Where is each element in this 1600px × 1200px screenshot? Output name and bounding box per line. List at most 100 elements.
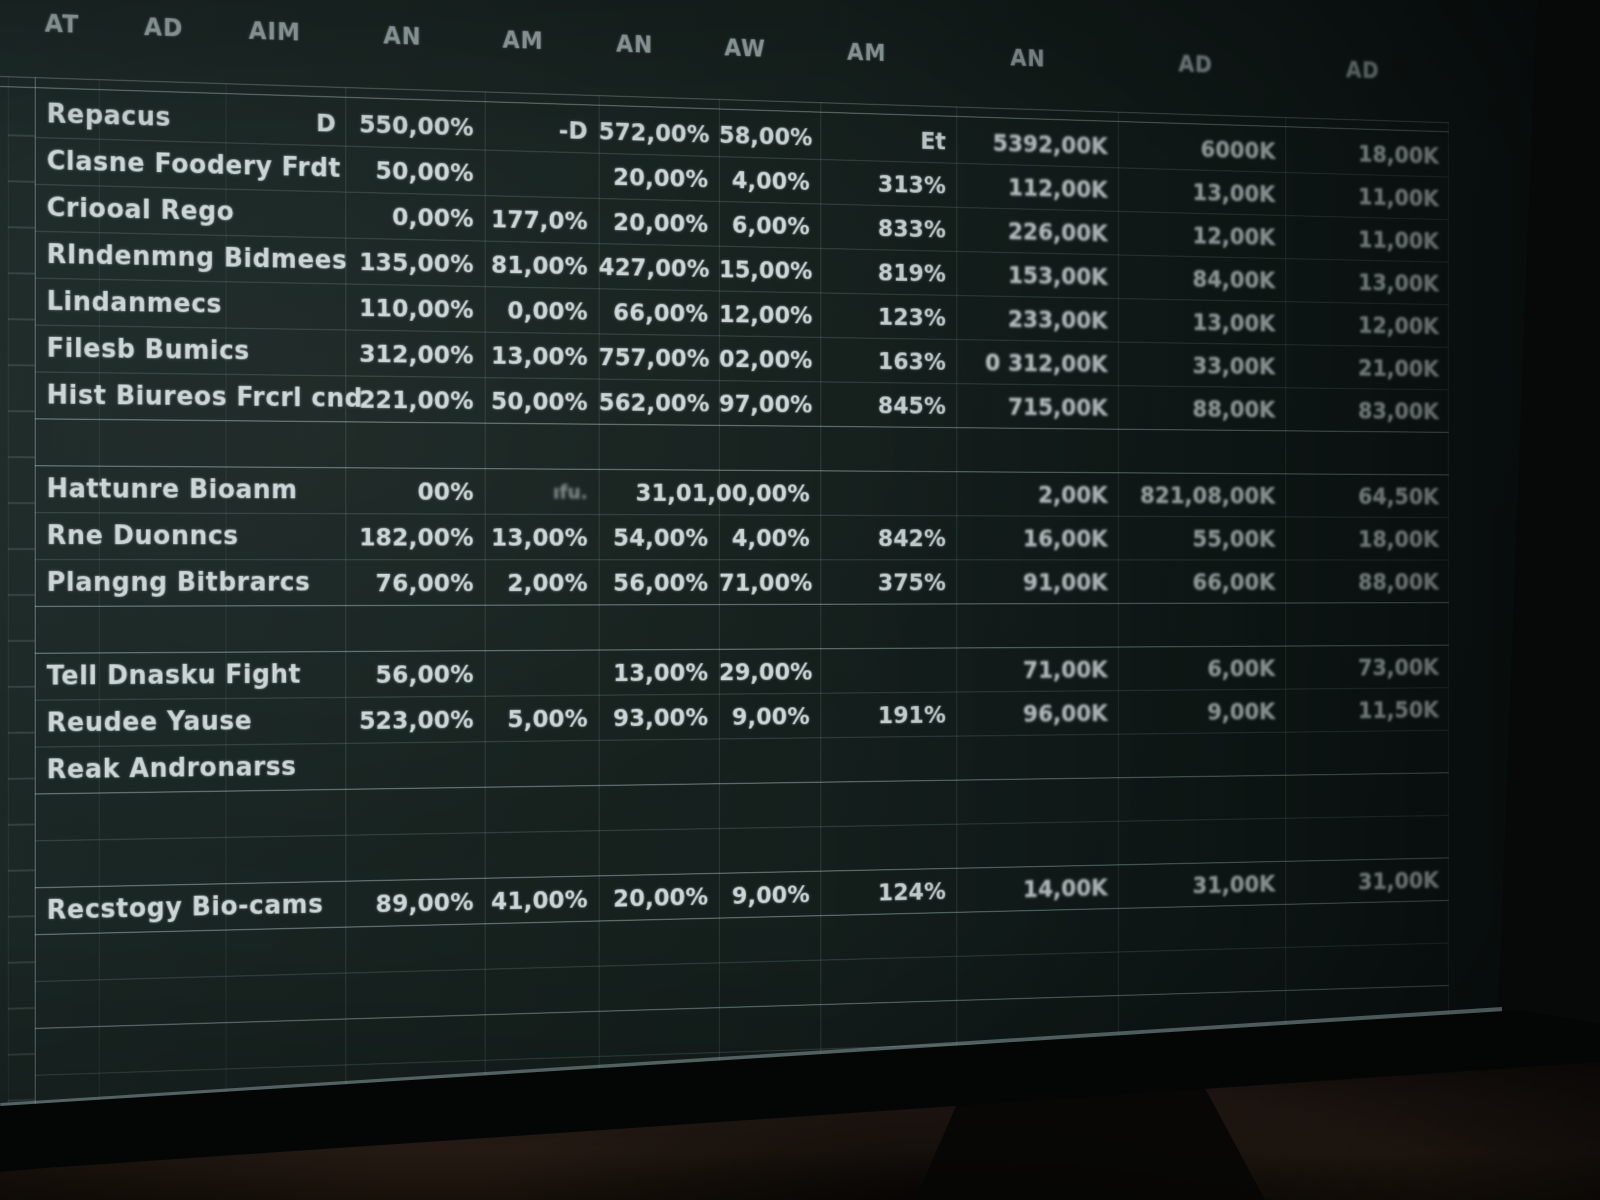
value-cell[interactable] xyxy=(820,846,956,849)
value-cell[interactable]: 64,50K xyxy=(1358,482,1439,510)
value-cell[interactable] xyxy=(485,808,599,810)
value-cell[interactable]: 182,00% xyxy=(359,522,474,551)
value-cell[interactable] xyxy=(820,934,956,938)
value-cell[interactable]: 135,00% xyxy=(359,247,474,278)
value-cell[interactable]: 833% xyxy=(877,213,946,243)
value-cell[interactable]: -D xyxy=(558,115,588,145)
value-cell[interactable]: 96,00K xyxy=(1022,699,1108,727)
value-cell[interactable] xyxy=(820,626,956,627)
column-header[interactable]: AD xyxy=(1346,57,1380,84)
row-label-cell[interactable] xyxy=(35,1042,346,1052)
value-cell[interactable] xyxy=(345,855,484,858)
value-cell[interactable]: 54,00% xyxy=(613,523,709,552)
value-cell[interactable] xyxy=(956,930,1118,934)
value-cell[interactable] xyxy=(956,756,1118,758)
value-cell[interactable]: 375% xyxy=(877,568,946,596)
value-cell[interactable]: 2,00K xyxy=(1038,480,1108,508)
value-cell[interactable] xyxy=(485,989,599,992)
value-cell[interactable]: 523,00% xyxy=(359,705,474,735)
row-label-cell[interactable]: Criooal Rego xyxy=(35,193,346,230)
value-cell[interactable]: 9,00% xyxy=(731,701,810,731)
value-cell[interactable]: 31,00K xyxy=(1192,869,1276,899)
value-cell[interactable]: 55,00K xyxy=(1192,524,1276,552)
column-header[interactable]: AT xyxy=(44,9,80,39)
value-cell[interactable] xyxy=(719,760,820,761)
row-label-cell[interactable] xyxy=(35,996,346,1005)
value-cell[interactable]: 757,00% xyxy=(598,342,710,372)
value-cell[interactable]: 76,00% xyxy=(375,568,474,597)
value-cell[interactable]: 89,00% xyxy=(375,887,474,918)
row-label-cell[interactable]: Clasne Foodery Frdt xyxy=(35,146,346,184)
value-cell[interactable]: 221,00% xyxy=(359,384,474,415)
value-cell[interactable]: 14,00K xyxy=(1022,873,1108,903)
value-cell[interactable]: 124% xyxy=(877,876,946,906)
value-cell[interactable]: 50,00% xyxy=(375,155,474,187)
column-header[interactable]: AM xyxy=(502,26,544,55)
value-cell[interactable]: 312,00% xyxy=(359,338,474,369)
value-cell[interactable] xyxy=(1285,624,1448,625)
value-cell[interactable] xyxy=(956,625,1118,626)
value-cell[interactable]: 18,00K xyxy=(1358,525,1439,552)
value-cell[interactable]: 550,00% xyxy=(359,109,474,142)
value-cell[interactable] xyxy=(485,763,599,765)
value-cell[interactable]: 31,00K xyxy=(1358,866,1439,895)
value-cell[interactable] xyxy=(820,802,956,804)
value-cell[interactable] xyxy=(485,1034,599,1038)
value-cell[interactable]: 71,00K xyxy=(1022,655,1108,684)
value-cell[interactable] xyxy=(820,493,956,494)
value-cell[interactable]: 66,00K xyxy=(1192,568,1276,595)
value-cell[interactable] xyxy=(485,446,599,447)
value-cell[interactable]: 58,00% xyxy=(718,120,813,151)
value-cell[interactable] xyxy=(599,806,719,808)
value-cell[interactable]: 845% xyxy=(877,391,946,420)
value-cell[interactable]: 11,00K xyxy=(1358,225,1439,254)
value-cell[interactable]: 191% xyxy=(877,700,946,729)
value-cell[interactable]: 6,00% xyxy=(731,210,810,240)
value-cell[interactable]: 29,00% xyxy=(718,657,813,686)
column-header[interactable]: AIM xyxy=(248,17,301,47)
value-cell[interactable] xyxy=(1118,451,1285,452)
value-cell[interactable] xyxy=(1118,625,1285,626)
value-cell[interactable] xyxy=(1285,794,1448,797)
value-cell[interactable] xyxy=(820,670,956,671)
value-cell[interactable]: 91,00K xyxy=(1022,568,1108,596)
value-cell[interactable]: 13,00% xyxy=(491,340,588,371)
value-cell[interactable]: 233,00K xyxy=(1007,304,1108,334)
row-label-cell[interactable]: Reak Andronarss xyxy=(35,752,346,786)
value-cell[interactable] xyxy=(1118,797,1285,800)
value-cell[interactable] xyxy=(1285,751,1448,753)
value-cell[interactable]: Et xyxy=(920,126,946,155)
value-cell[interactable]: 33,00K xyxy=(1192,351,1276,380)
value-cell[interactable]: 9,00% xyxy=(731,879,810,910)
value-cell[interactable]: 821,08,00K xyxy=(1140,481,1276,509)
value-cell[interactable] xyxy=(956,843,1118,846)
value-cell[interactable] xyxy=(1118,1012,1285,1017)
value-cell[interactable]: 31,01,00,00% xyxy=(635,478,810,507)
row-label-cell[interactable]: Tell Dnasku Fight xyxy=(35,660,346,692)
value-cell[interactable] xyxy=(345,628,484,629)
value-cell[interactable] xyxy=(1118,840,1285,843)
value-cell[interactable]: 66,00% xyxy=(613,297,709,328)
value-cell[interactable]: 715,00K xyxy=(1007,392,1108,421)
column-header[interactable]: AW xyxy=(724,34,766,63)
value-cell[interactable]: 177,0% xyxy=(491,204,588,235)
value-cell[interactable] xyxy=(345,810,484,812)
value-cell[interactable]: 71,00% xyxy=(718,568,813,596)
value-cell[interactable] xyxy=(719,938,820,941)
value-cell[interactable]: 110,00% xyxy=(359,293,474,324)
value-cell[interactable]: 0,00% xyxy=(392,202,474,233)
value-cell[interactable] xyxy=(1118,926,1285,930)
value-cell[interactable]: 83,00K xyxy=(1358,396,1439,425)
value-cell[interactable] xyxy=(1285,837,1448,840)
value-cell[interactable]: 15,00% xyxy=(718,254,813,285)
value-cell[interactable] xyxy=(956,800,1118,803)
value-cell[interactable]: 88,00K xyxy=(1192,394,1276,423)
row-label-cell[interactable] xyxy=(35,629,346,630)
value-cell[interactable]: 819% xyxy=(877,258,946,287)
value-cell[interactable] xyxy=(820,758,956,760)
row-label-cell[interactable] xyxy=(35,812,346,817)
value-cell[interactable] xyxy=(599,851,719,853)
value-cell[interactable]: 20,00% xyxy=(613,162,709,193)
value-cell[interactable] xyxy=(1118,969,1285,974)
value-cell[interactable]: 56,00% xyxy=(613,568,709,597)
